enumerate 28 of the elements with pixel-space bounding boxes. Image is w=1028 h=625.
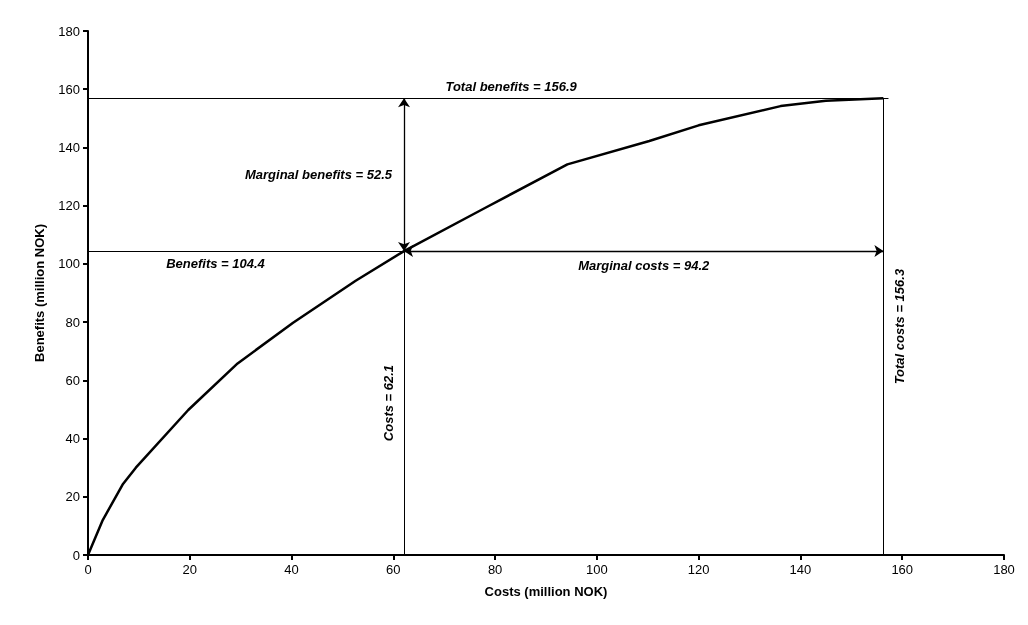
y-tick-label: 0 bbox=[72, 547, 80, 563]
y-tick-label: 140 bbox=[58, 139, 80, 155]
y-tick-label: 80 bbox=[65, 314, 80, 330]
ref-line-label: Total benefits = 156.9 bbox=[445, 78, 578, 94]
x-tick-label: 60 bbox=[386, 562, 401, 577]
y-tick-label: 120 bbox=[58, 198, 80, 214]
y-axis-title: Benefits (million NOK) bbox=[32, 224, 47, 362]
x-tick-label: 180 bbox=[993, 562, 1015, 577]
x-tick-label: 160 bbox=[891, 562, 914, 577]
ref-line-label: Benefits = 104.4 bbox=[166, 255, 266, 271]
y-tick-label: 20 bbox=[65, 489, 80, 505]
y-tick-label: 160 bbox=[58, 81, 80, 97]
x-axis-title: Costs (million NOK) bbox=[484, 584, 608, 599]
x-tick-label: 40 bbox=[284, 562, 299, 577]
x-tick-label: 80 bbox=[487, 562, 503, 577]
x-tick-label: 0 bbox=[84, 562, 92, 577]
y-tick-label: 60 bbox=[65, 372, 80, 388]
y-tick-label: 100 bbox=[58, 256, 80, 272]
x-tick-label: 20 bbox=[182, 562, 198, 577]
x-tick-label: 120 bbox=[687, 562, 710, 577]
x-tick-label: 100 bbox=[586, 562, 608, 577]
y-tick-label: 180 bbox=[58, 23, 80, 39]
ref-line-label: Total costs = 156.3 bbox=[891, 268, 907, 385]
annotation: Marginal benefits = 52.5 bbox=[244, 167, 393, 183]
x-tick-label: 140 bbox=[789, 562, 812, 577]
annotation: Marginal costs = 94.2 bbox=[578, 257, 711, 273]
y-tick-label: 40 bbox=[65, 431, 80, 447]
ref-line-label: Costs = 62.1 bbox=[380, 364, 396, 442]
